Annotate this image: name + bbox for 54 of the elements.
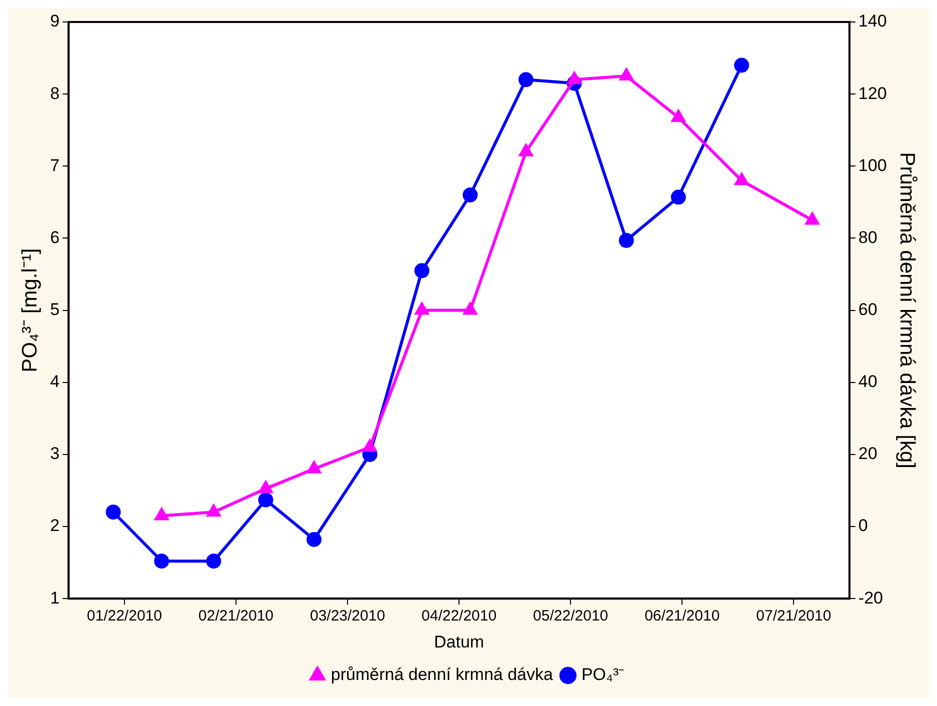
x-tick-label: 05/22/2010 (533, 608, 608, 625)
point (518, 72, 534, 88)
y-tick-label: 7 (50, 156, 60, 175)
x-tick-label: 04/22/2010 (422, 608, 497, 625)
point (734, 173, 748, 186)
point (462, 187, 478, 202)
x-tick-label: 07/21/2010 (756, 608, 832, 625)
legend-label: průměrná denní krmná dávka (330, 665, 554, 684)
y2-tick-label: 80 (858, 228, 878, 247)
y-axis-title: PO₄³⁻ [mg.l⁻¹] (18, 248, 42, 372)
y2-tick-label: 40 (858, 372, 878, 392)
point (672, 110, 686, 122)
point (519, 144, 533, 156)
point (734, 58, 750, 73)
point (154, 554, 170, 569)
y2-tick-label: 120 (858, 84, 887, 103)
point (670, 190, 686, 205)
y2-tick-label: 0 (858, 516, 868, 536)
y-tick-label: 1 (50, 588, 60, 608)
point (154, 508, 168, 520)
point (259, 481, 272, 494)
x-tick-label: 02/21/2010 (198, 608, 274, 625)
y2-tick-label: 20 (858, 444, 878, 464)
y-tick-label: 9 (50, 12, 60, 31)
x-tick-label: 01/22/2010 (86, 608, 162, 625)
y2-tick-label: -20 (858, 588, 884, 608)
point (258, 492, 274, 508)
y2-tick-label: 100 (858, 156, 887, 175)
point (206, 554, 222, 569)
point (568, 72, 581, 84)
point (415, 302, 429, 315)
point (414, 263, 430, 278)
point (620, 68, 634, 81)
x-tick-label: 06/21/2010 (644, 608, 720, 625)
point (307, 461, 321, 474)
y-tick-label: 6 (50, 228, 60, 247)
point (306, 532, 322, 547)
point (464, 302, 477, 315)
point (206, 504, 220, 517)
y-tick-label: 4 (50, 372, 60, 392)
x-tick-label: 03/23/2010 (310, 608, 386, 625)
x-axis-title: Datum (434, 632, 484, 652)
y2-axis-title: Průměrná denní krmná dávka [kg] (896, 152, 919, 468)
y-tick-label: 5 (50, 300, 60, 319)
point (363, 440, 377, 452)
y2-tick-label: 140 (858, 12, 887, 31)
y2-tick-label: 60 (858, 300, 878, 319)
y-tick-label: 8 (50, 84, 60, 103)
point (618, 232, 634, 248)
y-tick-label: 2 (50, 516, 60, 536)
y-tick-label: 3 (50, 444, 60, 464)
point (806, 212, 819, 225)
legend-label: PO₄³⁻ (581, 665, 625, 684)
point (106, 504, 121, 520)
